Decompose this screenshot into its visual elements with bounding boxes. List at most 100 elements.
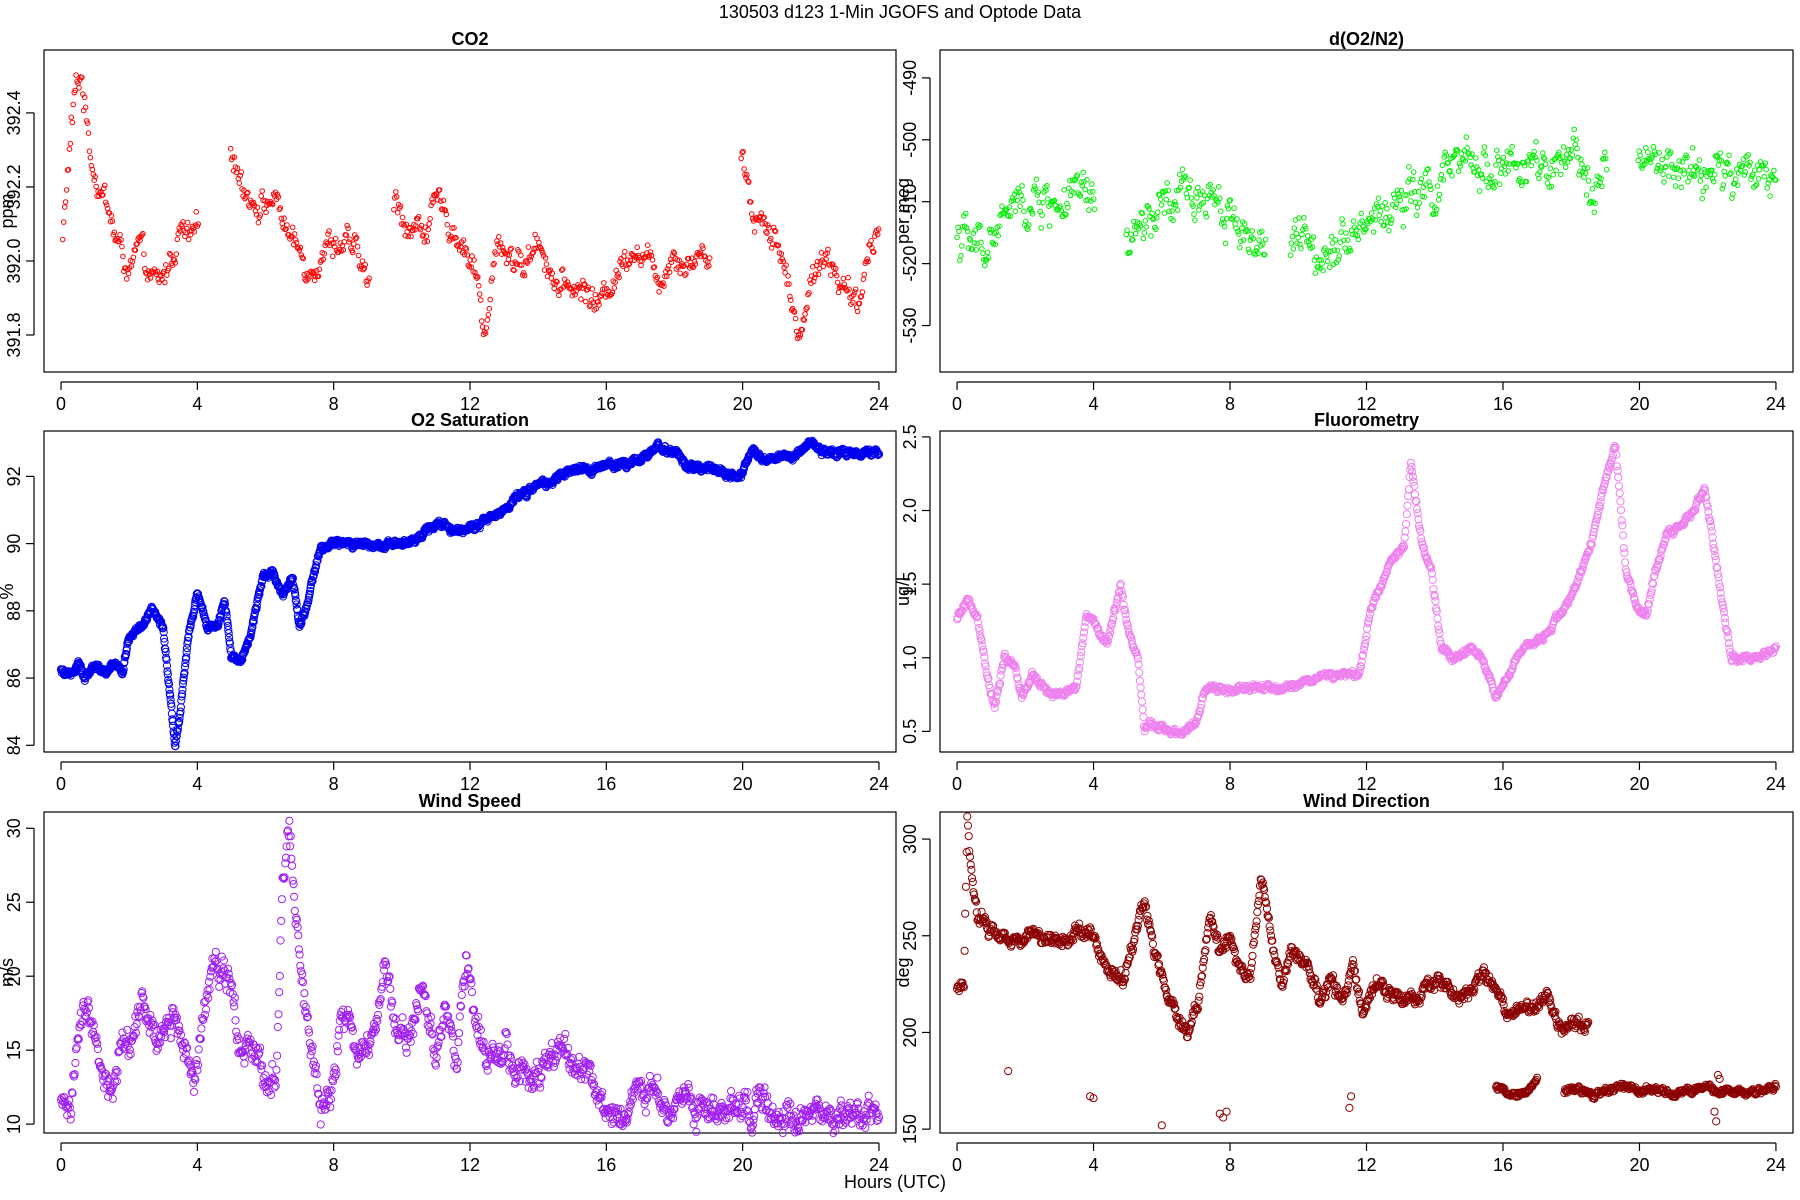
x-tick-label: 0	[56, 394, 66, 414]
data-point	[251, 202, 258, 209]
data-point	[1667, 149, 1674, 155]
data-point	[126, 1050, 135, 1059]
data-point	[1614, 473, 1623, 482]
data-point	[1505, 168, 1512, 174]
data-point	[1402, 192, 1408, 198]
data-point	[237, 172, 243, 179]
data-point	[1732, 176, 1739, 182]
data-point	[1400, 224, 1406, 230]
data-point	[854, 308, 861, 315]
data-point	[399, 214, 406, 221]
data-point	[293, 239, 300, 246]
data-point	[1435, 197, 1442, 203]
data-point	[1753, 181, 1760, 187]
data-point	[556, 292, 562, 299]
data-point	[1508, 151, 1514, 157]
data-point	[1402, 510, 1411, 519]
data-point	[329, 240, 335, 246]
data-point	[118, 237, 124, 243]
data-point	[1503, 160, 1510, 166]
data-point	[155, 276, 161, 283]
data-point	[123, 276, 130, 282]
data-point	[543, 261, 550, 267]
data-point	[1262, 236, 1269, 243]
data-point	[1194, 195, 1200, 201]
data-point	[314, 552, 323, 561]
x-tick-label: 16	[596, 774, 616, 794]
data-point	[1355, 236, 1362, 243]
data-point	[462, 245, 469, 251]
data-point	[1541, 156, 1548, 162]
data-point	[1135, 668, 1144, 677]
data-point	[226, 644, 235, 653]
data-point	[1698, 172, 1705, 179]
data-point	[255, 219, 262, 226]
data-point	[486, 305, 493, 312]
data-point	[1584, 165, 1591, 171]
data-point	[661, 283, 667, 290]
data-point	[1287, 252, 1294, 259]
data-point	[1672, 183, 1679, 189]
data-point	[1240, 237, 1247, 243]
data-point	[1247, 237, 1254, 243]
data-point	[1573, 136, 1579, 143]
data-point	[1692, 163, 1699, 169]
data-point	[1496, 181, 1503, 187]
data-point	[1403, 501, 1412, 510]
data-point	[508, 245, 515, 252]
data-point	[176, 703, 185, 712]
data-point	[269, 201, 276, 208]
data-point	[1657, 167, 1663, 174]
data-point	[1375, 195, 1382, 201]
data-point	[649, 257, 656, 263]
data-point	[1668, 161, 1675, 168]
data-point	[1330, 261, 1337, 268]
data-point	[802, 311, 808, 317]
y-tick-label: 2.0	[900, 498, 920, 523]
data-point	[1207, 181, 1213, 188]
data-point	[108, 1094, 117, 1103]
data-point	[88, 162, 95, 169]
data-point	[1341, 237, 1347, 244]
data-point	[468, 264, 475, 270]
data-point	[738, 155, 745, 162]
data-point	[193, 209, 200, 215]
data-point	[183, 636, 192, 646]
data-point	[1492, 178, 1498, 185]
data-point	[1140, 235, 1147, 242]
data-point	[1354, 233, 1361, 239]
y-tick-label: -520	[900, 246, 920, 282]
data-point	[101, 182, 108, 189]
data-point	[1304, 233, 1311, 239]
data-point	[1739, 163, 1746, 169]
data-point	[501, 249, 508, 256]
data-point	[852, 286, 859, 293]
data-point	[1414, 204, 1421, 211]
data-point	[958, 252, 964, 259]
data-point	[1289, 233, 1296, 240]
data-point	[1154, 209, 1161, 216]
data-point	[830, 261, 836, 268]
data-point	[165, 685, 174, 694]
data-point	[482, 330, 489, 337]
data-point	[1538, 164, 1545, 170]
y-tick-label: 2.5	[900, 424, 920, 449]
data-point	[769, 241, 776, 247]
data-point	[1484, 161, 1491, 168]
data-point	[1618, 521, 1627, 530]
data-point	[1410, 169, 1417, 175]
data-point	[786, 281, 792, 287]
data-point	[832, 265, 839, 272]
data-point	[824, 250, 830, 256]
chart-o2n2: d(O2/N2)0 4 8 12 16 20 24-530-520-510-500-490p…	[893, 29, 1794, 414]
data-point	[1384, 206, 1390, 212]
data-point	[439, 207, 446, 213]
data-point	[751, 229, 758, 235]
data-point	[1410, 481, 1419, 491]
data-point	[1666, 173, 1672, 179]
data-point	[483, 325, 490, 331]
data-point	[295, 622, 304, 631]
data-point	[1410, 176, 1416, 183]
